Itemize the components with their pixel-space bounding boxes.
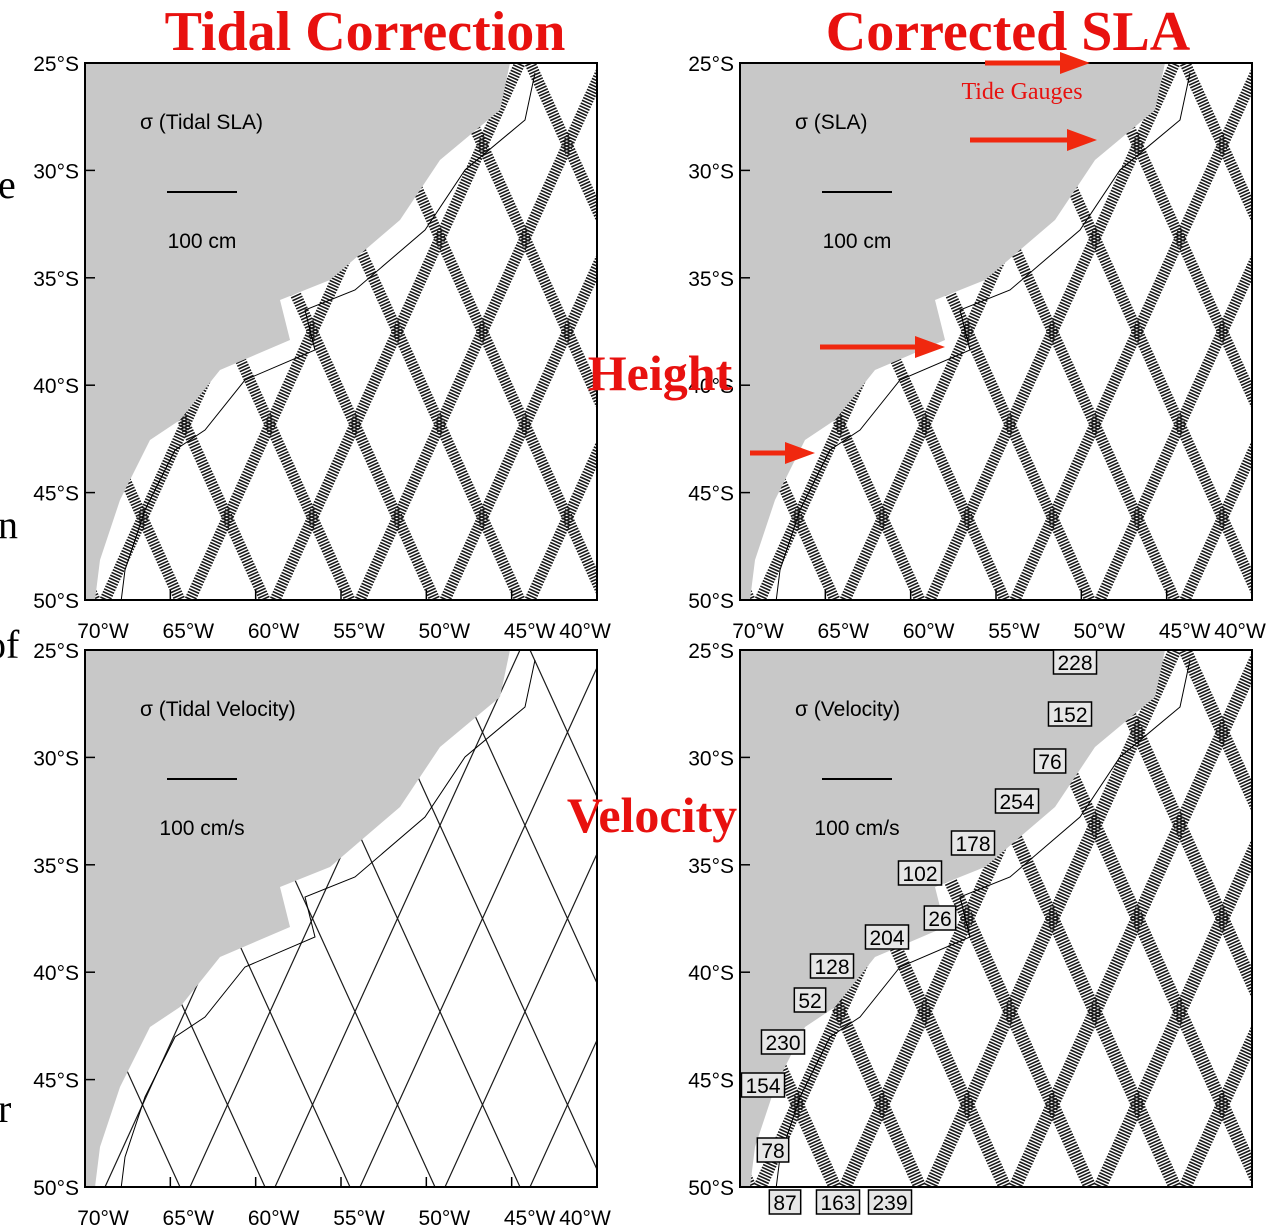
lon-tick-label: 50°W bbox=[419, 620, 471, 643]
lat-tick-label: 40°S bbox=[688, 962, 734, 985]
lat-tick-label: 25°S bbox=[33, 640, 79, 663]
track-number: 254 bbox=[999, 791, 1034, 814]
track-number: 52 bbox=[798, 990, 821, 1013]
panel-label: σ (SLA) bbox=[795, 111, 867, 134]
scale-label: 100 cm bbox=[168, 230, 237, 253]
lat-tick-label: 30°S bbox=[688, 160, 734, 183]
annotation: Tide Gauges bbox=[961, 79, 1082, 105]
edge-fragment: r bbox=[0, 1086, 11, 1131]
track-number: 87 bbox=[773, 1192, 796, 1215]
row-label: Velocity bbox=[567, 787, 737, 843]
lat-tick-label: 50°S bbox=[688, 1177, 734, 1200]
lon-tick-label: 50°W bbox=[419, 1207, 471, 1230]
lat-tick-label: 35°S bbox=[33, 268, 79, 291]
lon-tick-label: 45°W bbox=[504, 1207, 556, 1230]
track-number: 152 bbox=[1052, 704, 1087, 727]
lat-tick-label: 30°S bbox=[33, 160, 79, 183]
lat-tick-label: 25°S bbox=[688, 53, 734, 76]
edge-fragment: e bbox=[0, 162, 16, 207]
lat-tick-label: 45°S bbox=[688, 1070, 734, 1093]
lat-tick-label: 35°S bbox=[688, 268, 734, 291]
edge-text: e n of r bbox=[0, 162, 20, 1131]
track bbox=[1270, 650, 1282, 1187]
scale-label: 100 cm/s bbox=[159, 817, 244, 840]
lon-tick-label: 60°W bbox=[248, 1207, 300, 1230]
track-number: 178 bbox=[955, 833, 990, 856]
scale-label: 100 cm bbox=[823, 230, 892, 253]
lon-tick-label: 65°W bbox=[818, 620, 870, 643]
track-number: 228 bbox=[1057, 652, 1092, 675]
lat-tick-label: 25°S bbox=[688, 640, 734, 663]
maps: σ (Tidal SLA) 100 cm 25°S 30°S 35°S 40°S 45°S 5… bbox=[0, 53, 1282, 1230]
panel-label: σ (Velocity) bbox=[795, 698, 900, 721]
figure: σ (Tidal SLA) 100 cm 25°S 30°S 35°S 40°S 45°S 5… bbox=[0, 0, 1282, 1232]
panel-label: σ (Tidal Velocity) bbox=[140, 698, 296, 721]
lon-tick-label: 60°W bbox=[248, 620, 300, 643]
panel-label: σ (Tidal SLA) bbox=[140, 111, 263, 134]
lon-tick-label: 55°W bbox=[333, 620, 385, 643]
lat-tick-label: 50°S bbox=[688, 590, 734, 613]
lon-tick-label: 40°W bbox=[559, 1207, 611, 1230]
lat-tick-label: 50°S bbox=[33, 1177, 79, 1200]
track bbox=[1270, 650, 1282, 1187]
track-number: 204 bbox=[869, 927, 904, 950]
lat-tick-label: 40°S bbox=[33, 375, 79, 398]
lat-tick-label: 45°S bbox=[688, 483, 734, 506]
lat-tick-label: 30°S bbox=[688, 747, 734, 770]
track bbox=[1270, 63, 1282, 600]
lon-tick-label: 65°W bbox=[163, 1207, 215, 1230]
lat-tick-label: 40°S bbox=[33, 962, 79, 985]
lon-tick-label: 55°W bbox=[333, 1207, 385, 1230]
track-number: 230 bbox=[765, 1032, 800, 1055]
lon-tick-label: 60°W bbox=[903, 620, 955, 643]
track-number: 102 bbox=[902, 863, 937, 886]
lon-tick-label: 70°W bbox=[732, 620, 784, 643]
lon-tick-label: 40°W bbox=[559, 620, 611, 643]
track-number: 128 bbox=[814, 956, 849, 979]
lat-tick-label: 25°S bbox=[33, 53, 79, 76]
lat-tick-label: 30°S bbox=[33, 747, 79, 770]
lon-tick-label: 50°W bbox=[1074, 620, 1126, 643]
track-number: 163 bbox=[820, 1192, 855, 1215]
row-label: Height bbox=[588, 345, 733, 401]
column-title: Corrected SLA bbox=[826, 1, 1191, 63]
lat-tick-label: 45°S bbox=[33, 483, 79, 506]
track-number: 76 bbox=[1038, 751, 1061, 774]
column-title: Tidal Correction bbox=[165, 1, 566, 63]
lon-tick-label: 45°W bbox=[1159, 620, 1211, 643]
lon-tick-label: 70°W bbox=[77, 620, 129, 643]
track-number: 239 bbox=[872, 1192, 907, 1215]
track bbox=[0, 650, 95, 1187]
track-number: 154 bbox=[745, 1075, 780, 1098]
track-number: 26 bbox=[928, 908, 951, 931]
track bbox=[0, 650, 95, 1187]
track bbox=[1270, 63, 1282, 600]
lat-tick-label: 35°S bbox=[688, 855, 734, 878]
lon-tick-label: 45°W bbox=[504, 620, 556, 643]
edge-fragment: of bbox=[0, 622, 20, 667]
lat-tick-label: 45°S bbox=[33, 1070, 79, 1093]
lon-tick-label: 40°W bbox=[1214, 620, 1266, 643]
track-number: 78 bbox=[761, 1140, 784, 1163]
lon-tick-label: 65°W bbox=[163, 620, 215, 643]
lat-tick-label: 50°S bbox=[33, 590, 79, 613]
lon-tick-label: 70°W bbox=[77, 1207, 129, 1230]
lat-tick-label: 35°S bbox=[33, 855, 79, 878]
edge-fragment: n bbox=[0, 502, 18, 547]
lon-tick-label: 55°W bbox=[988, 620, 1040, 643]
scale-label: 100 cm/s bbox=[814, 817, 899, 840]
